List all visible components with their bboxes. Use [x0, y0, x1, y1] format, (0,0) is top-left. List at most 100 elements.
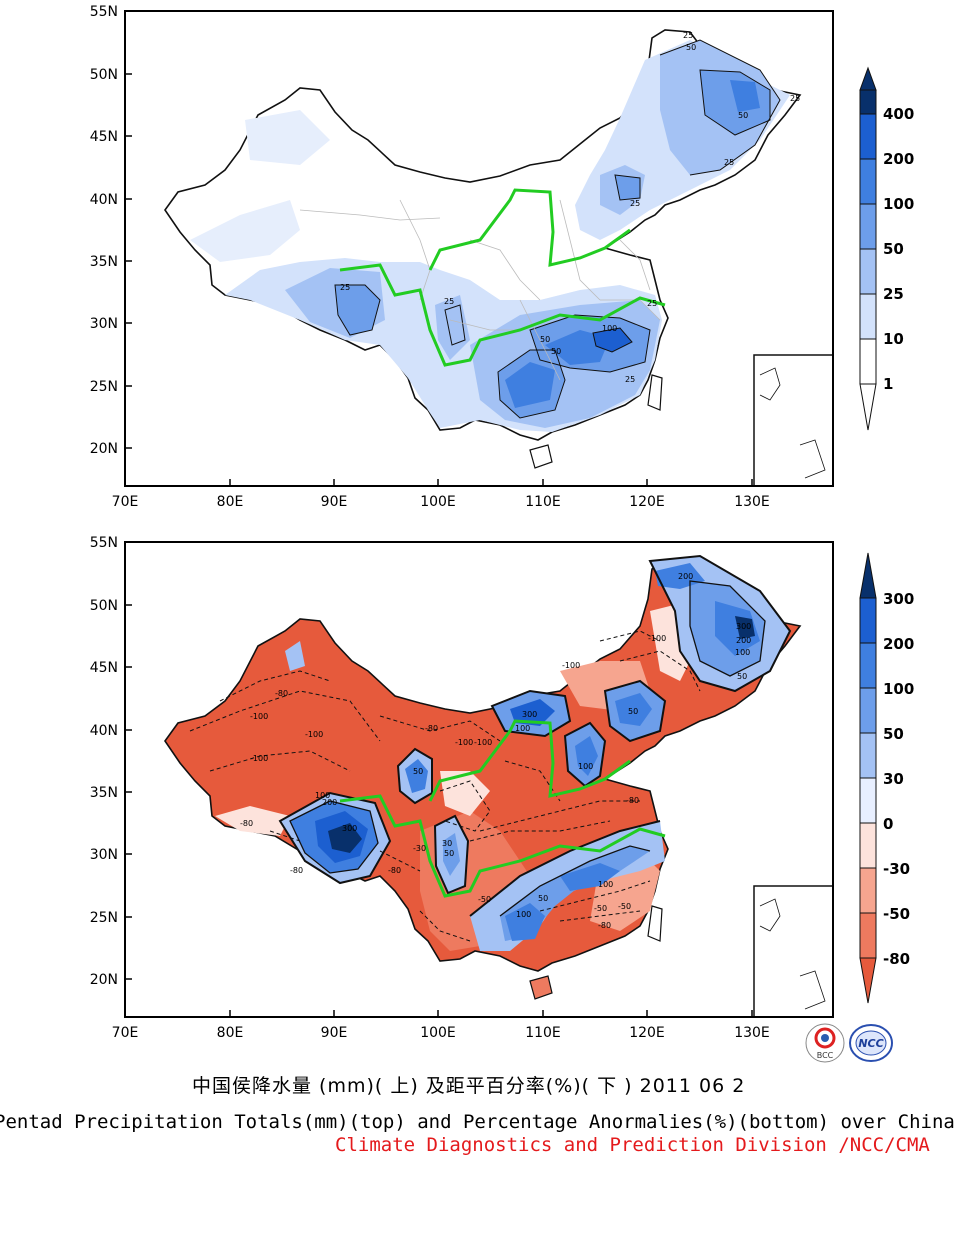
colorbar-top: 400 200 100 50 25 10 1 [859, 66, 914, 431]
contour-label: -100 [250, 754, 268, 763]
contour-label: -80 [240, 819, 253, 828]
contour-label: 25 [340, 283, 350, 292]
lon-axis: 70E 80E 90E 100E 110E 120E 130E [112, 494, 770, 510]
svg-text:25N: 25N [90, 379, 118, 395]
svg-text:25: 25 [883, 285, 904, 303]
contour-label: 50 [540, 335, 550, 344]
svg-text:300: 300 [883, 590, 914, 608]
contour-label: 100 [315, 791, 330, 800]
south-china-sea-inset [753, 354, 833, 486]
svg-text:130E: 130E [734, 1025, 770, 1041]
contour-label: 50 [538, 894, 548, 903]
svg-text:50: 50 [883, 240, 904, 258]
svg-text:30: 30 [883, 770, 904, 788]
contour-label: 50 [551, 347, 561, 356]
svg-text:35N: 35N [90, 785, 118, 801]
contour-label: 50 [686, 43, 696, 52]
contour-label: 200 [678, 572, 693, 581]
svg-text:50: 50 [883, 725, 904, 743]
map-frame [124, 10, 834, 487]
svg-text:20N: 20N [90, 972, 118, 988]
svg-text:NCC: NCC [858, 1037, 883, 1050]
svg-text:45N: 45N [90, 660, 118, 676]
svg-text:25N: 25N [90, 910, 118, 926]
credit-caption: Climate Diagnostics and Prediction Divis… [335, 1134, 930, 1156]
ncc-logo: NCC [848, 1022, 893, 1064]
svg-text:100: 100 [883, 195, 914, 213]
contour-label: 25 [790, 94, 800, 103]
contour-label: 25 [647, 299, 657, 308]
colorbar-bottom: 300 200 100 50 30 0 -30 -50 -80 [859, 552, 914, 1004]
svg-text:80E: 80E [217, 494, 244, 510]
contour-label: -50 [618, 902, 631, 911]
svg-text:70E: 70E [112, 1025, 139, 1041]
svg-text:110E: 110E [525, 1025, 561, 1041]
svg-text:0: 0 [883, 815, 893, 833]
svg-text:200: 200 [883, 150, 914, 168]
contour-label: 200 [322, 798, 337, 807]
svg-text:90E: 90E [321, 494, 348, 510]
contour-label: 100 [598, 880, 613, 889]
contour-label: 300 [342, 824, 357, 833]
svg-text:50N: 50N [90, 598, 118, 614]
contour-label: -30 [413, 844, 426, 853]
svg-text:20N: 20N [90, 441, 118, 457]
svg-text:120E: 120E [629, 494, 665, 510]
svg-text:30N: 30N [90, 316, 118, 332]
svg-text:55N: 55N [90, 535, 118, 551]
contour-label: -100 [305, 730, 323, 739]
contour-label: -100 [562, 661, 580, 670]
contour-label: -100 [474, 738, 492, 747]
contour-label: -80 [626, 796, 639, 805]
contour-label: -100 [648, 634, 666, 643]
contour-label: 100 [578, 762, 593, 771]
svg-text:100E: 100E [420, 1025, 456, 1041]
contour-label: -80 [598, 921, 611, 930]
lon-axis: 70E 80E 90E 100E 110E 120E 130E [112, 1025, 770, 1041]
lat-axis: 55N 50N 45N 40N 35N 30N 25N 20N [90, 4, 118, 457]
contour-label: 30 [442, 839, 452, 848]
contour-label: -100 [250, 712, 268, 721]
svg-text:40N: 40N [90, 192, 118, 208]
svg-text:200: 200 [883, 635, 914, 653]
contour-label: 25 [625, 375, 635, 384]
contour-label: -50 [594, 904, 607, 913]
contour-label: 100 [735, 648, 750, 657]
map-frame [124, 541, 834, 1018]
svg-text:35N: 35N [90, 254, 118, 270]
contour-label: -100 [455, 738, 473, 747]
lat-axis: 55N 50N 45N 40N 35N 30N 25N 20N [90, 535, 118, 988]
svg-text:-50: -50 [883, 905, 910, 923]
svg-text:400: 400 [883, 105, 914, 123]
contour-label: 300 [522, 710, 537, 719]
svg-text:30N: 30N [90, 847, 118, 863]
svg-text:55N: 55N [90, 4, 118, 20]
svg-text:50N: 50N [90, 67, 118, 83]
svg-text:90E: 90E [321, 1025, 348, 1041]
contour-label: 100 [602, 324, 617, 333]
contour-label: 50 [737, 672, 747, 681]
precipitation-anomaly-map: 200 300 200 100 50 -100 -80 -100 -100 -1… [0, 531, 960, 1051]
contour-label: 50 [413, 767, 423, 776]
south-china-sea-inset [753, 885, 833, 1017]
english-caption: Pentad Precipitation Totals(mm)(top) and… [0, 1111, 955, 1133]
contour-label: -50 [478, 895, 491, 904]
svg-text:BCC: BCC [817, 1051, 834, 1060]
svg-text:40N: 40N [90, 723, 118, 739]
svg-text:10: 10 [883, 330, 904, 348]
svg-text:110E: 110E [525, 494, 561, 510]
svg-text:130E: 130E [734, 494, 770, 510]
contour-label: -80 [290, 866, 303, 875]
svg-text:1: 1 [883, 375, 893, 393]
svg-text:70E: 70E [112, 494, 139, 510]
contour-label: 25 [683, 31, 693, 40]
svg-text:80E: 80E [217, 1025, 244, 1041]
contour-label: 25 [444, 297, 454, 306]
svg-text:-30: -30 [883, 860, 910, 878]
svg-text:120E: 120E [629, 1025, 665, 1041]
contour-label: 300 [736, 622, 751, 631]
contour-label: 50 [628, 707, 638, 716]
chinese-caption: 中国侯降水量 (mm)( 上) 及距平百分率(%)( 下 ) 2011 06 2 [192, 1075, 746, 1097]
precipitation-totals-map: 25 25 25 25 25 25 50 50 50 50 100 25 25 … [0, 0, 960, 520]
svg-text:100E: 100E [420, 494, 456, 510]
